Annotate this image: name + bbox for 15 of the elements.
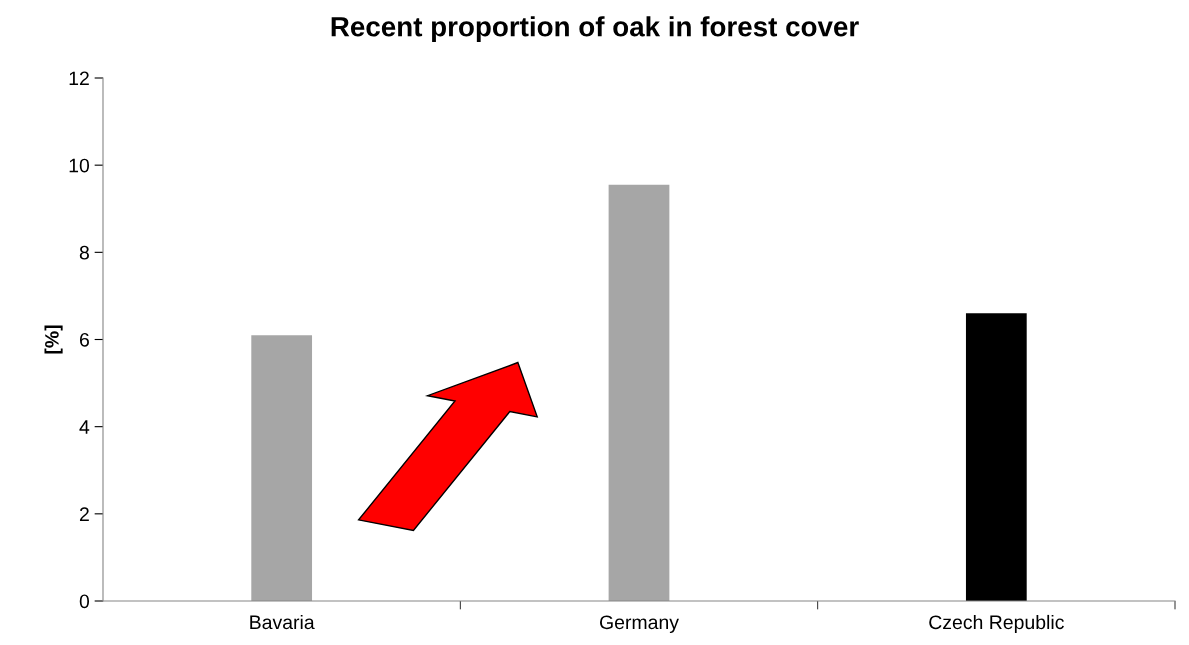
y-tick-label: 2: [79, 507, 89, 521]
chart-title: Recent proportion of oak in forest cover: [331, 16, 859, 43]
y-tick-label: 12: [69, 71, 89, 86]
y-axis-title: [%]: [44, 325, 63, 354]
x-tick-label: Czech Republic: [929, 614, 1064, 634]
bar: [251, 335, 313, 601]
bar: [608, 184, 670, 601]
y-tick-label: 4: [79, 420, 90, 434]
bar: [965, 313, 1027, 601]
y-tick-label: 0: [79, 594, 90, 609]
y-tick-label: 10: [69, 158, 90, 173]
x-tick-label: Germany: [600, 615, 679, 634]
x-tick-label: Bavaria: [250, 614, 315, 630]
y-tick-label: 8: [79, 245, 89, 260]
y-tick-label: 6: [79, 332, 89, 347]
